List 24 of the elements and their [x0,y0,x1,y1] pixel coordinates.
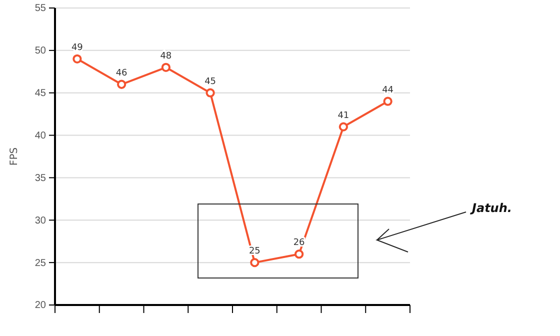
y-tick-label: 20 [34,300,46,312]
data-label: 41 [338,110,350,121]
y-tick-label: 30 [34,215,46,226]
y-tick-label: 50 [34,46,46,57]
y-axis-title: FPS [9,147,20,166]
point [383,96,392,106]
point [206,88,215,98]
y-tick-label: 45 [34,88,46,100]
y-tick-label: 25 [34,258,46,269]
point [161,62,171,72]
y-tick-label: 55 [34,3,46,14]
point [250,258,260,268]
y-tick-label: 35 [34,172,46,184]
point [116,80,126,89]
point [294,250,304,259]
data-label: 48 [160,51,172,62]
text: Jatuh. [470,201,512,215]
y-tick-label: 40 [34,130,46,142]
point [338,122,348,132]
data-label: 49 [71,42,84,53]
data-label: 44 [382,85,394,96]
point [72,54,82,64]
data-label: 45 [204,76,216,87]
data-label: 46 [116,68,128,78]
